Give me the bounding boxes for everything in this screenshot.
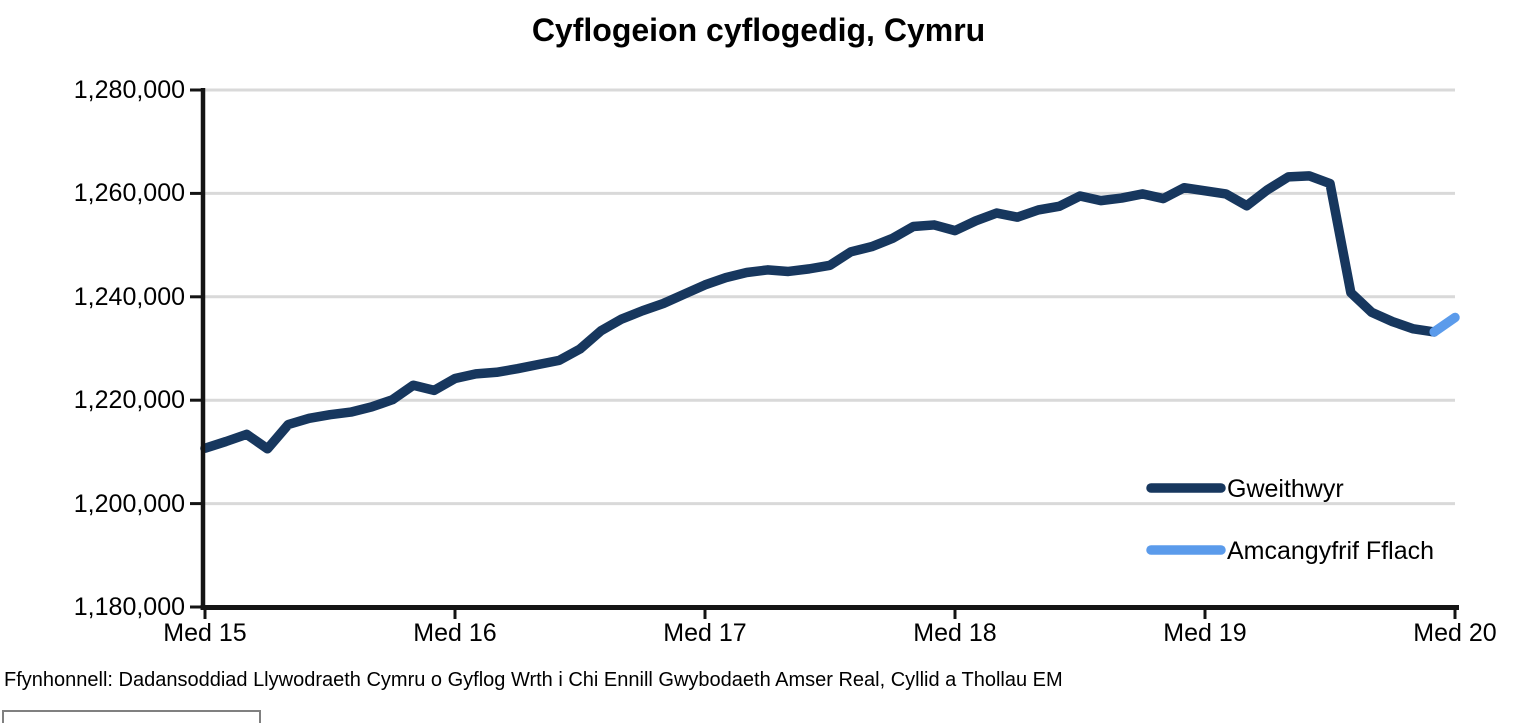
chart-title: Cyflogeion cyflogedig, Cymru [531,12,986,48]
x-axis-tick-label: Med 20 [1413,619,1497,647]
partial-cropped-box [2,710,261,723]
series-line-amcangyfrif-fflach [1429,312,1460,337]
legend-label-gweithwyr: Gweithwyr [1227,475,1344,503]
x-axis-tick-label: Med 15 [163,619,247,647]
legend-label-amcangyfrif-fflach: Amcangyfrif Fflach [1227,537,1435,565]
x-axis-tick-label: Med 16 [413,619,497,647]
y-axis-tick-label: 1,280,000 [73,76,185,104]
x-axis-tick-label: Med 19 [1163,619,1247,647]
y-axis-tick-label: 1,180,000 [73,593,185,621]
y-axis-tick-label: 1,200,000 [73,490,185,518]
y-axis-tick-label: 1,220,000 [73,386,185,414]
x-axis-tick-label: Med 17 [663,619,747,647]
y-axis-tick-label: 1,240,000 [73,283,185,311]
x-axis-tick-label: Med 18 [913,619,997,647]
legend-swatch-gweithwyr [1146,483,1226,493]
legend-swatch-amcangyfrif-fflach [1146,545,1226,555]
source-note: Ffynhonnell: Dadansoddiad Llywodraeth Cy… [4,669,1063,691]
series-line-gweithwyr [200,171,1439,454]
y-axis-tick-label: 1,260,000 [73,179,185,207]
